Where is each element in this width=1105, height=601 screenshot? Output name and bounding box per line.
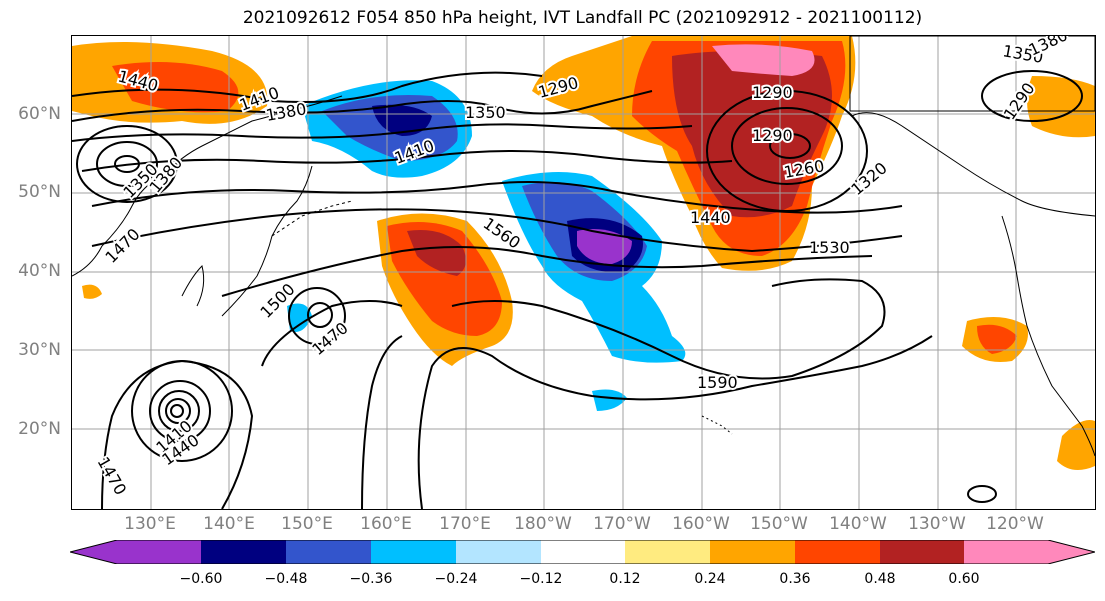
lon-label: 120°W: [986, 514, 1044, 534]
colorbar-segment: [286, 540, 371, 564]
lon-label: 170°E: [439, 514, 491, 534]
colorbar-segment: [964, 540, 1095, 564]
lat-label-30n: 30°N: [18, 340, 61, 360]
height-contour: [731, 107, 843, 185]
height-contour: [288, 287, 346, 345]
height-contour: [72, 123, 693, 142]
ivt-positive-region: [1027, 76, 1095, 138]
colorbar-tick-label: −0.12: [519, 571, 563, 587]
height-contour: [91, 208, 903, 253]
contour-label: 1440: [690, 208, 731, 227]
height-contour: [96, 141, 158, 187]
colorbar-segment: [710, 540, 795, 564]
ivt-negative-region: [577, 228, 632, 264]
hawaii-islands: [701, 415, 733, 435]
colorbar-tick-label: 0.36: [779, 571, 811, 587]
korea-coast: [181, 265, 205, 307]
ivt-negative-region: [592, 389, 627, 411]
height-contour: [114, 155, 140, 173]
colorbar-tick-label: −0.24: [434, 571, 478, 587]
height-contour: [307, 302, 333, 328]
colorbar-tick-label: 0.60: [948, 571, 980, 587]
colorbar-tick-label: −0.60: [179, 571, 223, 587]
height-contour: [706, 90, 868, 212]
japan-coast: [221, 165, 313, 317]
colorbar-tick-label: −0.36: [349, 571, 393, 587]
height-contour: [81, 150, 733, 172]
contour-label: 1530: [809, 238, 850, 257]
lon-label: 170°W: [593, 514, 651, 534]
lon-label: 130°E: [124, 514, 176, 534]
height-contour: [769, 133, 811, 159]
height-contour: [76, 125, 178, 203]
ivt-positive-region: [82, 284, 102, 299]
lat-label-20n: 20°N: [18, 419, 61, 439]
lon-label: 140°E: [203, 514, 255, 534]
colorbar-segment: [371, 540, 456, 564]
lat-label-40n: 40°N: [18, 261, 61, 281]
contour-label: 1470: [308, 318, 351, 359]
colorbar-segment: [541, 540, 625, 564]
height-contour: [165, 398, 191, 424]
ivt-shading: [72, 36, 1095, 470]
height-contour: [967, 485, 997, 503]
contour-label: 1290: [752, 83, 793, 102]
height-contour: [158, 390, 200, 432]
contour-label: 1470: [101, 225, 143, 267]
colorbar: [70, 540, 1095, 564]
contour-label: 1380: [1026, 36, 1071, 60]
ivt-positive-region: [1057, 420, 1095, 470]
alaska-coast: [851, 112, 1095, 217]
height-contour: [417, 335, 933, 509]
height-contour: [72, 90, 653, 122]
lon-label: 150°E: [281, 514, 333, 534]
colorbar-segment: [880, 540, 964, 564]
lon-label: 180°W: [514, 514, 572, 534]
colorbar-tick-label: 0.48: [864, 571, 896, 587]
height-contour: [261, 300, 403, 367]
map-title: 2021092612 F054 850 hPa height, IVT Land…: [242, 8, 923, 28]
height-contour: [101, 359, 254, 509]
colorbar-segment: [795, 540, 880, 564]
lat-label-60n: 60°N: [18, 104, 61, 124]
lat-label-50n: 50°N: [18, 182, 61, 202]
ivt-positive-region: [112, 62, 239, 113]
na-west-coast: [1001, 215, 1095, 457]
height-contour: [170, 404, 184, 418]
contour-label: 1290: [752, 126, 793, 145]
contour-label: 1470: [94, 454, 131, 499]
lon-label: 160°E: [360, 514, 412, 534]
height-contour: [361, 335, 403, 509]
lon-label: 150°W: [750, 514, 808, 534]
contour-label: 1350: [465, 103, 506, 122]
height-contour: [149, 380, 211, 442]
colorbar-segment: [201, 540, 286, 564]
kuril-islands: [271, 200, 353, 237]
lon-label: 130°W: [908, 514, 966, 534]
height-contour: [72, 71, 543, 103]
lon-label: 160°W: [672, 514, 730, 534]
ivt-positive-region: [977, 324, 1017, 354]
ivt-positive-region: [672, 51, 832, 218]
colorbar-segment: [456, 540, 541, 564]
ivt-positive-region: [407, 230, 466, 276]
alaska-border: [849, 36, 1095, 112]
ivt-negative-region: [287, 303, 312, 332]
colorbar-tick-label: −0.48: [264, 571, 308, 587]
contour-label: 1590: [697, 373, 738, 392]
map-panel: 1440 1410 1380 1350 1290 1290 1350 1380 …: [71, 35, 1096, 510]
colorbar-segment: [70, 540, 201, 564]
map-canvas: 1440 1410 1380 1350 1290 1290 1350 1380 …: [72, 36, 1095, 509]
height-contours: [72, 70, 1083, 509]
lon-label: 140°W: [829, 514, 887, 534]
height-contour: [451, 278, 886, 380]
ivt-positive-region: [712, 44, 815, 76]
height-contour: [221, 246, 873, 297]
colorbar-segment: [625, 540, 710, 564]
height-contour: [981, 70, 1083, 122]
colorbar-tick-label: 0.24: [694, 571, 726, 587]
colorbar-tick-label: 0.12: [609, 571, 641, 587]
